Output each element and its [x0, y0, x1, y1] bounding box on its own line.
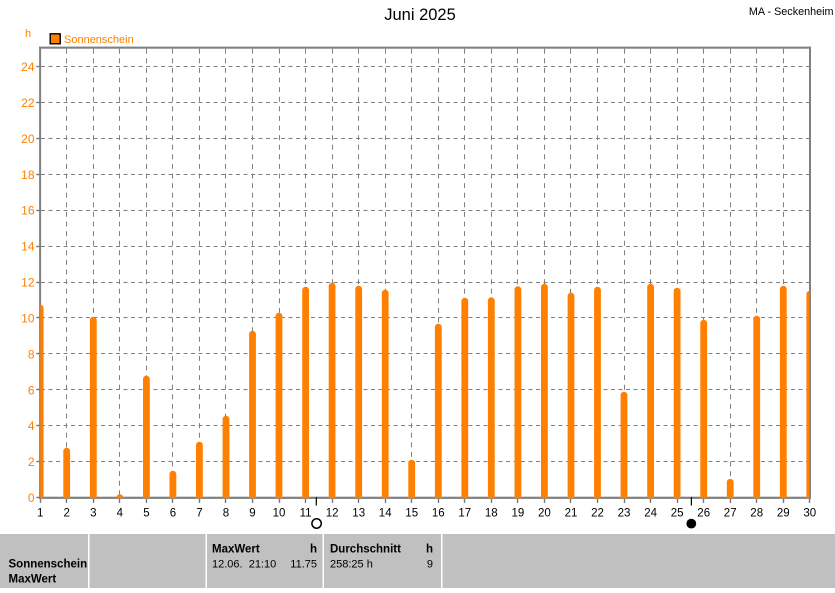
svg-text:16: 16 — [21, 204, 35, 218]
svg-text:8: 8 — [223, 508, 229, 520]
svg-text:18: 18 — [21, 168, 35, 182]
svg-text:13: 13 — [352, 508, 365, 520]
svg-text:19: 19 — [512, 508, 525, 520]
svg-text:16: 16 — [432, 508, 445, 520]
svg-text:17: 17 — [458, 508, 471, 520]
svg-text:12.06. 21:10: 12.06. 21:10 — [212, 558, 276, 570]
svg-text:h: h — [310, 543, 317, 555]
svg-text:30: 30 — [803, 508, 816, 520]
svg-text:26: 26 — [697, 508, 710, 520]
svg-text:14: 14 — [21, 240, 35, 254]
svg-text:21: 21 — [565, 508, 578, 520]
svg-text:2: 2 — [63, 508, 69, 520]
svg-text:24: 24 — [644, 508, 657, 520]
svg-text:9: 9 — [427, 558, 433, 570]
svg-text:h: h — [25, 28, 31, 40]
svg-text:h: h — [426, 543, 433, 555]
svg-text:0: 0 — [28, 491, 35, 505]
svg-text:Juni 2025: Juni 2025 — [384, 6, 456, 24]
svg-text:1: 1 — [37, 508, 43, 520]
svg-text:9: 9 — [249, 508, 255, 520]
svg-text:8: 8 — [28, 347, 35, 361]
svg-text:23: 23 — [618, 508, 631, 520]
svg-text:MaxWert: MaxWert — [9, 573, 57, 585]
svg-text:4: 4 — [28, 419, 35, 433]
svg-text:22: 22 — [591, 508, 604, 520]
svg-text:Sonnenschein: Sonnenschein — [64, 34, 134, 46]
svg-text:11: 11 — [300, 508, 312, 520]
svg-text:12: 12 — [326, 508, 339, 520]
svg-text:12: 12 — [21, 276, 35, 290]
svg-text:10: 10 — [273, 508, 286, 520]
svg-text:29: 29 — [777, 508, 790, 520]
svg-text:Sonnenschein: Sonnenschein — [9, 558, 88, 570]
svg-text:27: 27 — [724, 508, 737, 520]
svg-text:4: 4 — [117, 508, 124, 520]
svg-text:258:25 h: 258:25 h — [330, 558, 373, 570]
svg-text:22: 22 — [21, 96, 35, 110]
svg-text:20: 20 — [538, 508, 551, 520]
svg-text:MA - Seckenheim: MA - Seckenheim — [749, 6, 834, 18]
svg-text:28: 28 — [750, 508, 763, 520]
svg-text:5: 5 — [143, 508, 149, 520]
svg-text:18: 18 — [485, 508, 498, 520]
svg-text:15: 15 — [405, 508, 418, 520]
svg-text:11.75: 11.75 — [290, 558, 317, 570]
svg-text:2: 2 — [28, 455, 35, 469]
svg-text:Durchschnitt: Durchschnitt — [330, 543, 401, 555]
svg-text:25: 25 — [671, 508, 684, 520]
svg-text:10: 10 — [21, 312, 35, 326]
svg-text:20: 20 — [21, 132, 35, 146]
svg-text:14: 14 — [379, 508, 392, 520]
svg-text:MaxWert: MaxWert — [212, 543, 260, 555]
svg-text:6: 6 — [170, 508, 176, 520]
svg-text:7: 7 — [196, 508, 202, 520]
svg-text:3: 3 — [90, 508, 96, 520]
svg-text:6: 6 — [28, 383, 35, 397]
svg-text:24: 24 — [21, 60, 35, 74]
